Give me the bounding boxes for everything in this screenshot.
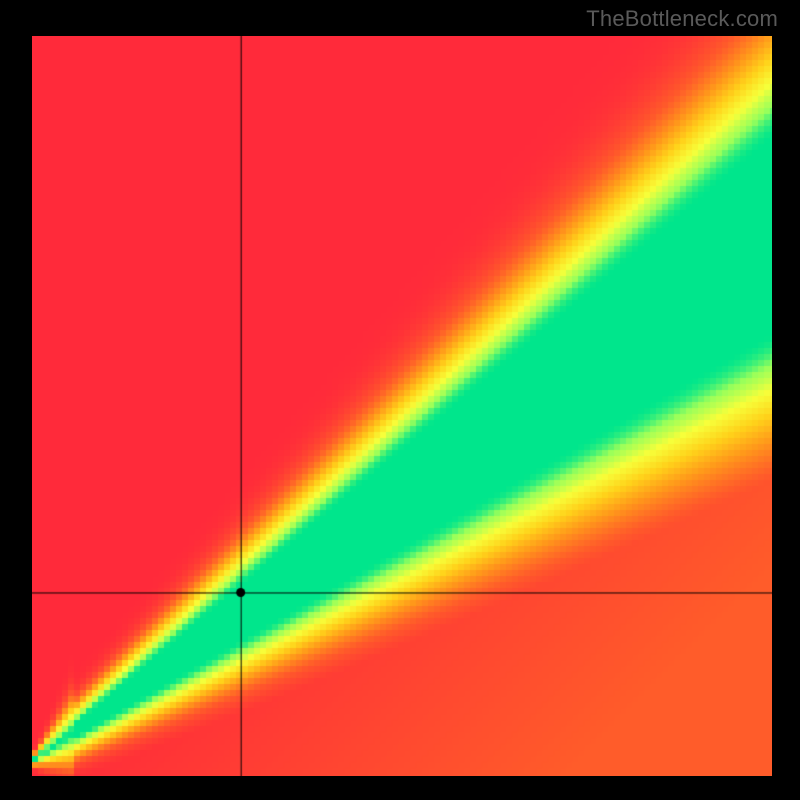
heatmap-canvas — [32, 36, 772, 776]
heatmap-plot — [32, 36, 772, 776]
watermark-text: TheBottleneck.com — [586, 6, 778, 32]
chart-container: TheBottleneck.com — [0, 0, 800, 800]
